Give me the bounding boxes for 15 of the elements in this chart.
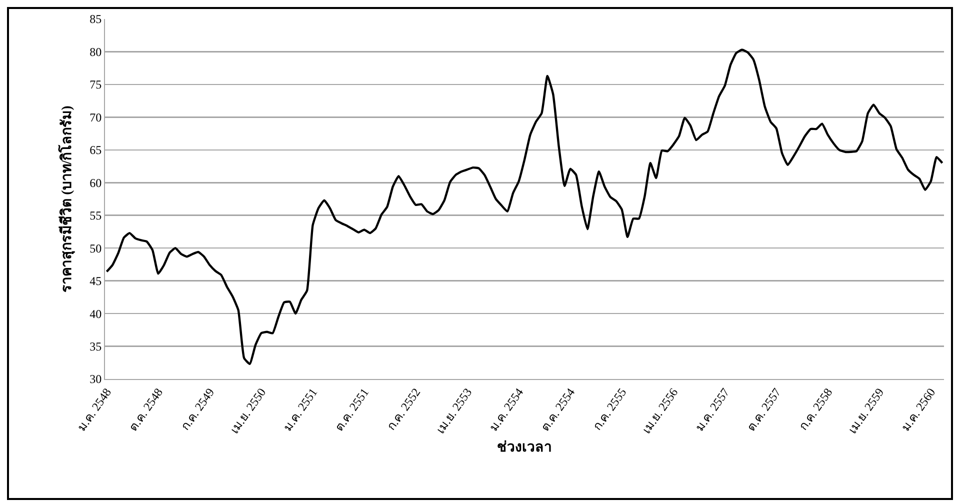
y-tick-label: 40 xyxy=(90,306,102,321)
line-series xyxy=(106,48,944,366)
y-tick-label: 45 xyxy=(90,274,102,288)
y-tick-label: 65 xyxy=(90,143,102,158)
y-tick-label: 70 xyxy=(90,110,102,124)
y-tick-label: 35 xyxy=(90,339,102,354)
y-tick-label: 80 xyxy=(90,44,102,59)
y-tick-label: 60 xyxy=(90,176,102,190)
y-tick-label: 75 xyxy=(90,78,102,92)
y-tick-label: 50 xyxy=(90,241,102,256)
x-axis-title: ช่วงเวลา xyxy=(497,439,552,456)
y-tick-label: 85 xyxy=(90,12,102,26)
y-tick-label: 55 xyxy=(90,208,102,223)
y-tick-label: 30 xyxy=(90,372,102,386)
y-axis-title: ราคาสุกรมีชีวิต (บาท/กิโลกรัม) xyxy=(57,105,76,292)
